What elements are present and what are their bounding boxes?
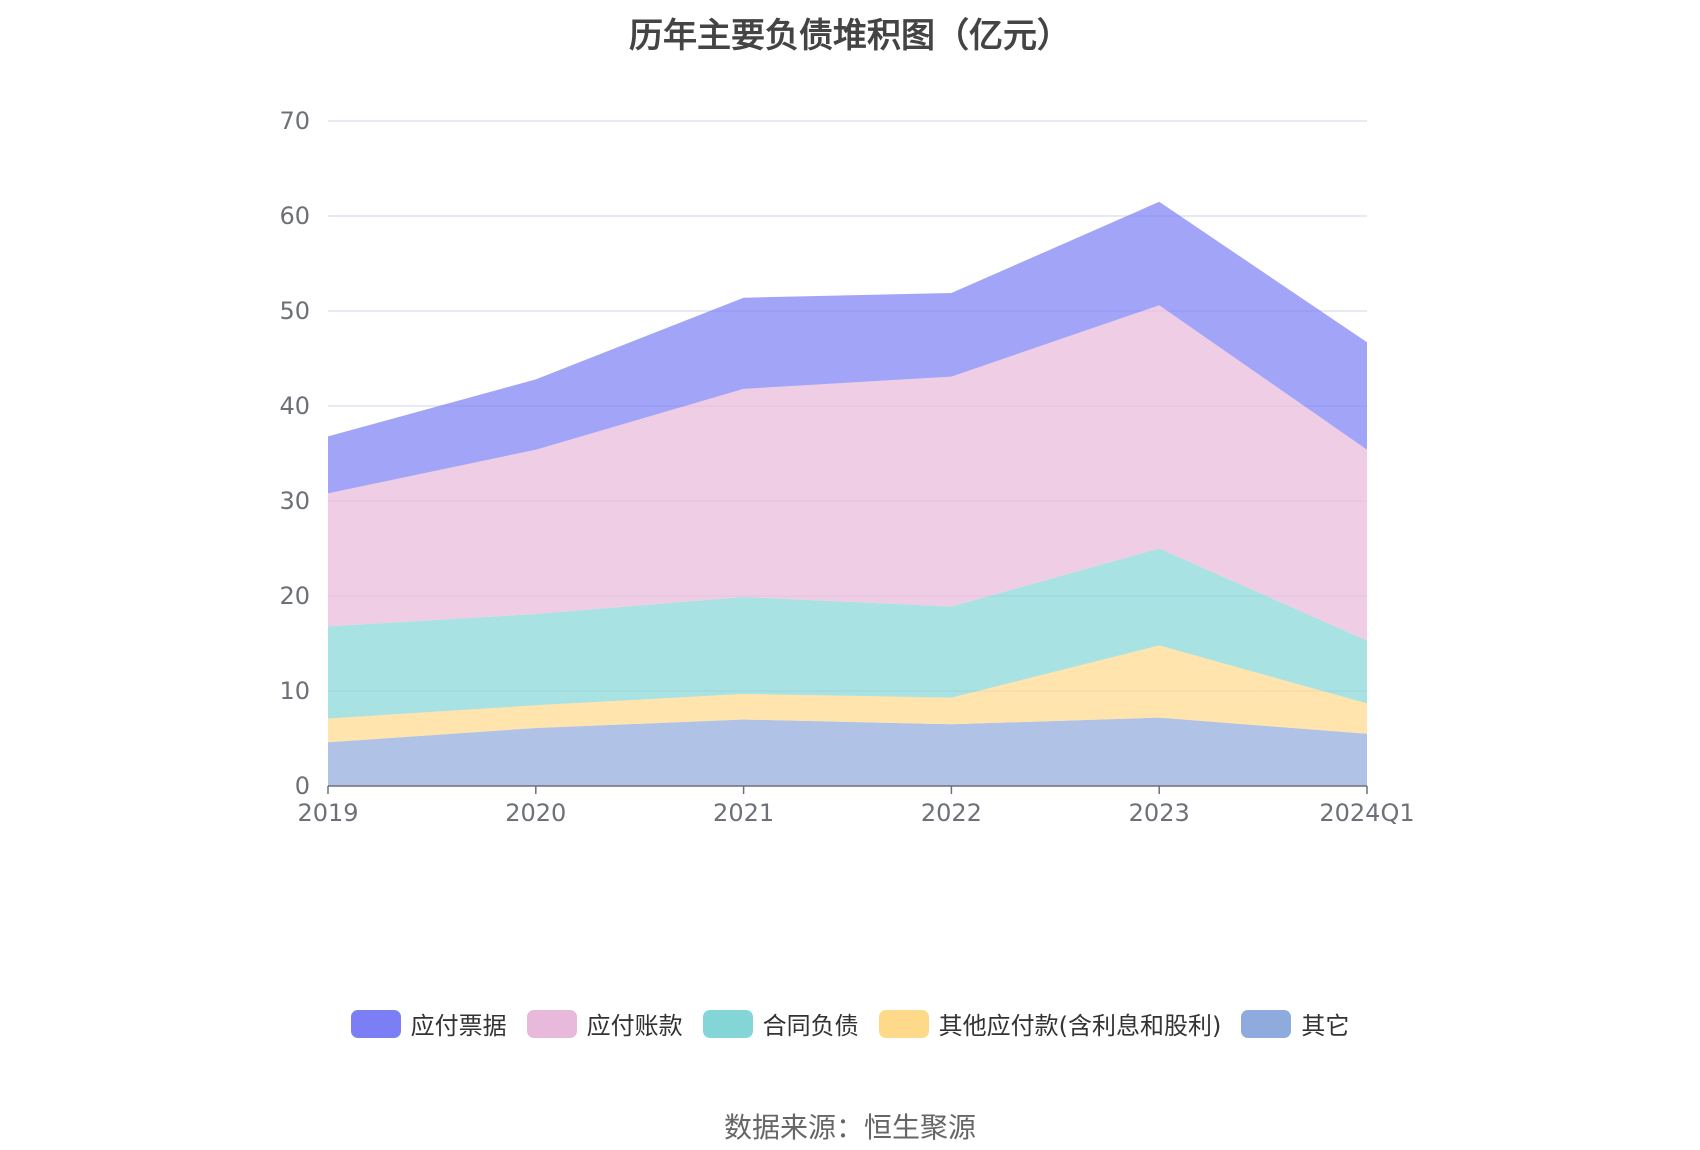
legend-item[interactable]: 应付账款 <box>526 1006 683 1041</box>
area-series <box>328 645 1367 743</box>
y-tick-label: 60 <box>279 202 310 230</box>
area-series <box>328 548 1367 719</box>
y-tick-label: 70 <box>279 107 310 135</box>
legend-item[interactable]: 合同负债 <box>702 1006 859 1041</box>
legend-swatch <box>1241 1009 1292 1038</box>
x-tick-label: 2021 <box>713 799 774 827</box>
chart-legend: 应付票据 应付账款 合同负债 其他应付款(含利息和股利) 其它 <box>0 1006 1700 1041</box>
legend-label: 应付票据 <box>410 1012 507 1040</box>
legend-label: 其他应付款(含利息和股利) <box>938 1012 1222 1040</box>
legend-item[interactable]: 其它 <box>1241 1006 1349 1041</box>
x-tick-label: 2019 <box>297 799 358 827</box>
area-series <box>328 201 1367 494</box>
legend-swatch <box>350 1009 401 1038</box>
legend-swatch <box>878 1009 929 1038</box>
legend-label: 合同负债 <box>762 1012 859 1040</box>
y-tick-label: 0 <box>295 772 310 800</box>
y-tick-label: 40 <box>279 392 310 420</box>
legend-label: 应付账款 <box>586 1012 683 1040</box>
legend-label: 其它 <box>1301 1012 1350 1040</box>
area-series <box>328 305 1367 641</box>
legend-swatch <box>702 1009 753 1038</box>
y-tick-label: 50 <box>279 297 310 325</box>
x-tick-label: 2024Q1 <box>1319 799 1414 827</box>
x-tick-label: 2020 <box>505 799 566 827</box>
legend-item[interactable]: 应付票据 <box>350 1006 507 1041</box>
data-source: 数据来源：恒生聚源 <box>723 1111 976 1144</box>
legend-item[interactable]: 其他应付款(含利息和股利) <box>878 1006 1222 1041</box>
legend-swatch <box>526 1009 577 1038</box>
area-series <box>328 717 1367 786</box>
x-tick-label: 2023 <box>1129 799 1190 827</box>
chart-title: 历年主要负债堆积图（亿元） <box>629 16 1071 56</box>
y-tick-label: 30 <box>279 487 310 515</box>
y-tick-label: 20 <box>279 582 310 610</box>
x-tick-label: 2022 <box>921 799 982 827</box>
y-tick-label: 10 <box>279 677 310 705</box>
